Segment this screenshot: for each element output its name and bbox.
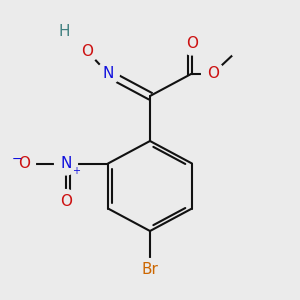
Text: −: − <box>11 153 22 166</box>
Circle shape <box>55 152 77 175</box>
Circle shape <box>13 152 35 175</box>
Circle shape <box>231 45 243 57</box>
Text: N: N <box>60 156 72 171</box>
Circle shape <box>97 62 119 85</box>
Text: N: N <box>102 66 114 81</box>
Circle shape <box>55 190 77 212</box>
Circle shape <box>76 40 98 62</box>
Text: O: O <box>207 66 219 81</box>
Text: +: + <box>72 166 80 176</box>
Text: H: H <box>59 24 70 39</box>
Text: O: O <box>81 44 93 59</box>
Text: O: O <box>60 194 72 208</box>
Text: Br: Br <box>142 262 158 278</box>
Text: O: O <box>18 156 30 171</box>
Circle shape <box>202 62 224 85</box>
Circle shape <box>139 259 161 281</box>
Circle shape <box>181 32 203 55</box>
Text: O: O <box>186 36 198 51</box>
